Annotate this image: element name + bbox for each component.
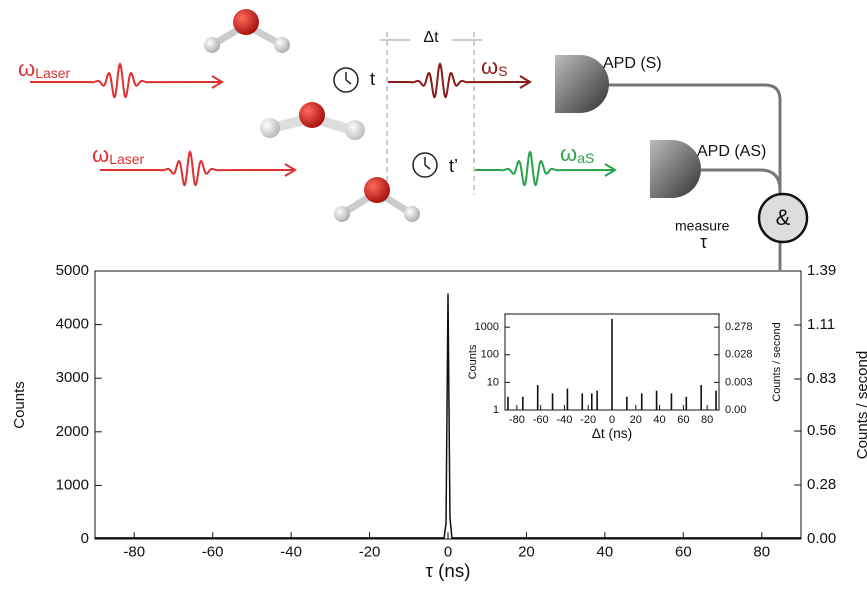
y-tick-label: 1000 xyxy=(56,476,89,493)
x-axis-title: τ (ns) xyxy=(426,560,471,581)
y2-tick-label: 0.28 xyxy=(807,476,836,493)
molecule xyxy=(204,9,290,53)
stokes-label: ωS xyxy=(481,54,508,79)
y2-tick-label: 0.83 xyxy=(807,370,836,387)
arrow-head xyxy=(284,163,297,177)
apd-label: APD (AS) xyxy=(697,143,766,160)
x-tick-label: 60 xyxy=(675,543,692,560)
subscript: aS xyxy=(577,150,594,166)
measure-label: measure xyxy=(675,218,730,234)
x-tick-label: -20 xyxy=(359,543,381,560)
subscript: Laser xyxy=(35,65,70,81)
symbol: ω xyxy=(560,141,577,166)
apd-detector xyxy=(555,55,609,113)
laser-label: ωLaser xyxy=(18,56,71,81)
x-tick-label: 20 xyxy=(518,543,535,560)
light-pulse xyxy=(388,62,531,99)
y-axis-title: Counts xyxy=(11,381,28,429)
y2-tick-label: 0.00 xyxy=(725,404,746,416)
molecule xyxy=(260,102,365,140)
y2-tick-label: 0.278 xyxy=(725,321,753,333)
x-tick-label: 20 xyxy=(630,414,642,426)
time-label: t xyxy=(370,69,375,89)
subscript: S xyxy=(498,63,507,79)
y2-tick-label: 0.00 xyxy=(807,530,836,547)
x-tick-label: -60 xyxy=(202,543,224,560)
y-tick-label: 100 xyxy=(481,349,499,361)
light-pulse xyxy=(30,62,223,99)
x-tick-label: -20 xyxy=(580,414,596,426)
symbol: ω xyxy=(481,54,498,79)
x-tick-label: 0 xyxy=(609,414,615,426)
molecule xyxy=(334,177,420,222)
coincidence-unit xyxy=(757,192,809,244)
y2-axis-title: Counts / second xyxy=(771,322,783,402)
anti-stokes-label: ωaS xyxy=(560,141,594,166)
y2-axis-title: Counts / second xyxy=(854,351,867,459)
y2-tick-label: 1.39 xyxy=(807,262,836,279)
measure-symbol: τ xyxy=(700,232,707,252)
apd-label: APD (S) xyxy=(603,55,662,72)
x-tick-label: -80 xyxy=(509,414,525,426)
clock xyxy=(333,67,359,93)
arrow-head xyxy=(604,163,617,177)
y-tick-label: 1000 xyxy=(475,321,499,333)
y2-tick-label: 0.028 xyxy=(725,349,753,361)
delta-t-label: Δt xyxy=(423,29,439,46)
data-line xyxy=(95,293,801,539)
x-tick-label: 80 xyxy=(701,414,713,426)
light-pulse xyxy=(100,150,296,187)
y2-tick-label: 0.003 xyxy=(725,376,753,388)
subscript: Laser xyxy=(109,151,144,167)
y-axis-title: Counts xyxy=(467,344,479,379)
time-label: t’ xyxy=(449,156,458,176)
x-tick-label: 40 xyxy=(597,543,614,560)
symbol: ω xyxy=(92,142,109,167)
laser-label: ωLaser xyxy=(92,142,145,167)
x-axis-title: Δt (ns) xyxy=(592,426,633,441)
time-marker xyxy=(386,32,475,195)
symbol: ω xyxy=(18,56,35,81)
y-tick-label: 5000 xyxy=(56,262,89,279)
fiber xyxy=(600,83,782,270)
arrow-head xyxy=(211,75,224,89)
y-tick-label: 3000 xyxy=(56,369,89,386)
clock xyxy=(412,152,438,178)
y-tick-label: 4000 xyxy=(56,316,89,333)
y-tick-label: 1 xyxy=(493,404,499,416)
y-tick-label: 10 xyxy=(487,376,499,388)
light-pulse xyxy=(475,150,616,187)
x-tick-label: 40 xyxy=(653,414,665,426)
y2-tick-label: 1.11 xyxy=(807,316,835,333)
apd-detector xyxy=(650,140,701,198)
x-tick-label: 60 xyxy=(677,414,689,426)
y-tick-label: 0 xyxy=(81,530,89,547)
x-tick-label: 0 xyxy=(444,543,452,560)
x-tick-label: -60 xyxy=(533,414,549,426)
x-tick-label: -80 xyxy=(123,543,145,560)
x-tick-label: -40 xyxy=(556,414,572,426)
x-tick-label: -40 xyxy=(280,543,302,560)
arrow-head xyxy=(519,75,532,89)
x-tick-label: 80 xyxy=(753,543,770,560)
y-tick-label: 2000 xyxy=(56,423,89,440)
coincidence-label: & xyxy=(776,205,791,230)
y2-tick-label: 0.56 xyxy=(807,422,836,439)
